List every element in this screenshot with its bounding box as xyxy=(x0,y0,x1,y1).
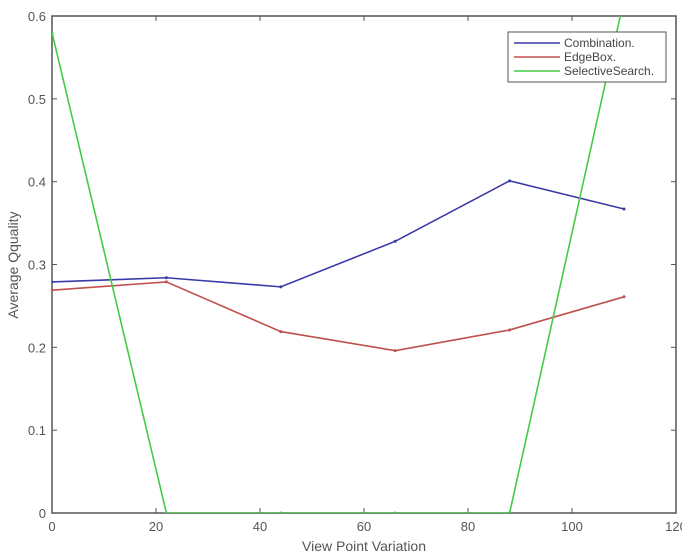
x-axis-label: View Point Variation xyxy=(302,538,426,554)
legend-label: EdgeBox. xyxy=(564,50,616,64)
y-tick-label: 0 xyxy=(39,506,46,521)
series-lines xyxy=(52,16,626,513)
series-line xyxy=(52,179,625,288)
y-tick-label: 0.6 xyxy=(28,9,46,24)
x-tick-label: 0 xyxy=(48,519,55,534)
y-tick-label: 0.5 xyxy=(28,92,46,107)
x-tick-label: 60 xyxy=(357,519,371,534)
x-tick-label: 100 xyxy=(561,519,583,534)
legend-label: Combination. xyxy=(564,36,635,50)
y-tick-label: 0.2 xyxy=(28,340,46,355)
plot-frame xyxy=(51,15,677,514)
legend: Combination.EdgeBox.SelectiveSearch. xyxy=(507,31,667,83)
series-line xyxy=(52,16,622,513)
y-tick-label: 0.1 xyxy=(28,423,46,438)
x-tick-label: 120 xyxy=(665,519,682,534)
y-tick-label: 0.4 xyxy=(28,175,46,190)
legend-label: SelectiveSearch. xyxy=(564,64,654,78)
series-line xyxy=(52,281,625,352)
x-tick-label: 20 xyxy=(149,519,163,534)
axis-ticks: 0 20 40 60 80 100 120 0 0.1 0.2 0.3 0.4 0.5 0.6 xyxy=(28,9,682,534)
x-tick-label: 80 xyxy=(461,519,475,534)
x-tick-label: 40 xyxy=(253,519,267,534)
y-tick-label: 0.3 xyxy=(28,258,46,273)
y-axis-label: Average Qquality xyxy=(5,211,21,318)
